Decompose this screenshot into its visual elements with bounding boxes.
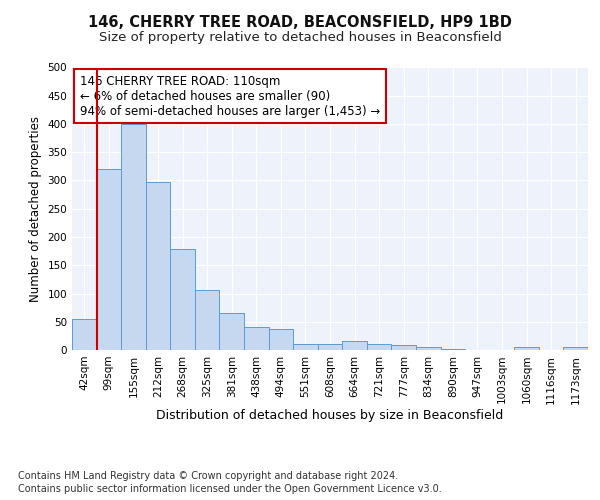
Text: 146 CHERRY TREE ROAD: 110sqm
← 6% of detached houses are smaller (90)
94% of sem: 146 CHERRY TREE ROAD: 110sqm ← 6% of det… [80,74,380,118]
Bar [244,328,269,350]
Bar [440,349,465,350]
Bar [97,169,121,350]
Bar [170,250,195,350]
Bar [269,329,293,350]
Bar [220,314,244,350]
Bar [195,290,220,350]
Text: Size of property relative to detached houses in Beaconsfield: Size of property relative to detached ho… [98,31,502,44]
Y-axis label: Number of detached properties: Number of detached properties [29,116,42,302]
Bar [146,182,170,350]
Bar [563,346,588,350]
Bar [416,347,440,350]
Bar [293,344,318,350]
Bar [72,320,97,350]
Text: Contains public sector information licensed under the Open Government Licence v3: Contains public sector information licen… [18,484,442,494]
Bar [514,346,539,350]
Bar [121,124,146,350]
Text: Contains HM Land Registry data © Crown copyright and database right 2024.: Contains HM Land Registry data © Crown c… [18,471,398,481]
Bar [391,346,416,350]
Bar [342,341,367,350]
X-axis label: Distribution of detached houses by size in Beaconsfield: Distribution of detached houses by size … [157,409,503,422]
Bar [318,344,342,350]
Text: 146, CHERRY TREE ROAD, BEACONSFIELD, HP9 1BD: 146, CHERRY TREE ROAD, BEACONSFIELD, HP9… [88,15,512,30]
Bar [367,344,391,350]
